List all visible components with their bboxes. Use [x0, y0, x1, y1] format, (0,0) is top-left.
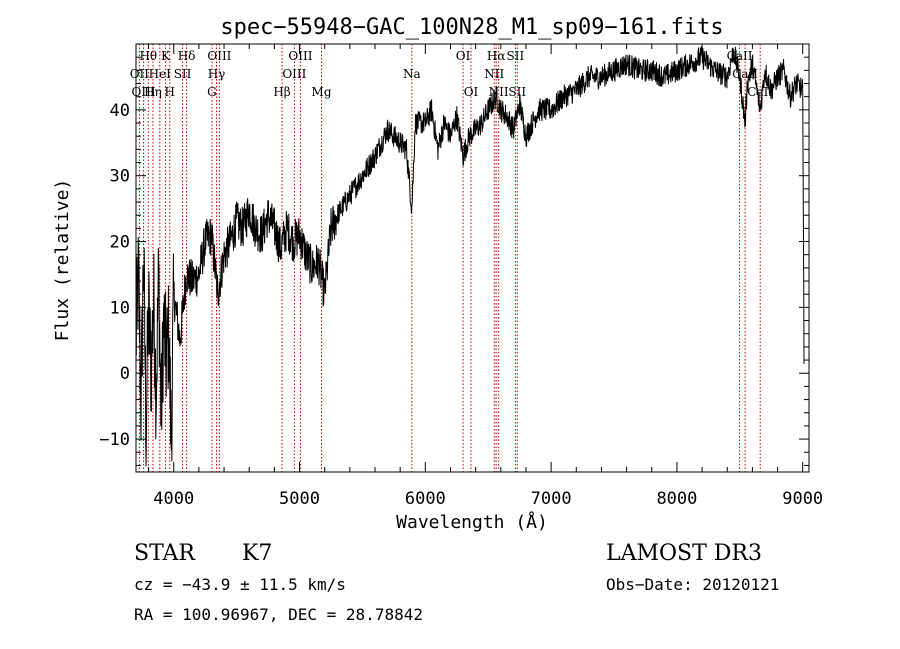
line-label-4: HeI: [149, 67, 172, 81]
line-label-12: Hβ: [273, 85, 290, 99]
line-label-8: Hδ: [178, 49, 196, 63]
axis-ticks: 4000 5000 6000 7000 8000 9000 −10 0 10 20 30 40: [99, 44, 823, 509]
line-label-19: NII: [484, 67, 504, 81]
spectrum-layer: [135, 46, 805, 467]
line-label-1: OII: [130, 67, 150, 81]
line-label-layer: HθOIIOIIIHηHeIKHSIIHδGHγOIIIHβOIIIOIIIMg…: [130, 49, 774, 99]
line-label-15: Mg: [312, 85, 332, 99]
y-tick-label-4: 30: [110, 167, 130, 187]
line-label-6: H: [164, 85, 174, 99]
x-tick-label-4: 8000: [656, 489, 697, 509]
y-tick-label-3: 20: [110, 233, 130, 253]
line-label-7: SII: [174, 67, 192, 81]
line-label-26: CaII: [747, 85, 773, 99]
survey-name: LAMOST DR3: [606, 541, 762, 566]
x-tick-label-2: 6000: [405, 489, 446, 509]
spectrum-line: [135, 46, 805, 467]
line-label-9: G: [207, 85, 217, 99]
line-label-23: SII: [508, 85, 526, 99]
obs-date: Obs−Date: 20120121: [606, 575, 779, 594]
y-axis-label: Flux (relative): [52, 179, 73, 342]
x-tick-label-1: 5000: [279, 489, 320, 509]
line-label-2: OIII: [132, 85, 156, 99]
line-label-21: NII: [489, 85, 509, 99]
object-class: STAR: [134, 541, 196, 566]
line-label-18: OI: [464, 85, 479, 99]
y-tick-label-1: 0: [120, 364, 130, 384]
line-label-20: Hα: [487, 49, 506, 63]
line-label-22: SII: [507, 49, 525, 63]
line-label-5: K: [161, 49, 171, 63]
line-label-0: Hθ: [139, 49, 157, 63]
line-label-25: CaII: [732, 67, 758, 81]
plot-frame: [135, 43, 810, 473]
redshift-readout: cz = −43.9 ± 11.5 km/s: [134, 575, 346, 594]
x-axis-label: Wavelength (Å): [396, 511, 548, 533]
object-subclass: K7: [242, 541, 272, 566]
line-label-10: Hγ: [208, 67, 226, 81]
line-label-24: CaII: [727, 49, 753, 63]
line-label-13: OIII: [282, 67, 306, 81]
line-label-16: Na: [403, 67, 421, 81]
coordinates: RA = 100.96967, DEC = 28.78842: [134, 605, 423, 624]
line-marker-layer: [138, 44, 761, 472]
line-label-14: OIII: [288, 49, 312, 63]
x-tick-label-3: 7000: [531, 489, 572, 509]
line-label-3: Hη: [144, 85, 162, 99]
y-tick-label-5: 40: [110, 101, 130, 121]
y-tick-label-0: −10: [99, 430, 130, 450]
line-label-11: OIII: [207, 49, 231, 63]
line-label-17: OI: [456, 49, 471, 63]
x-tick-label-0: 4000: [153, 489, 194, 509]
x-tick-label-5: 9000: [782, 489, 823, 509]
y-tick-label-2: 10: [110, 298, 130, 318]
chart-title: spec−55948−GAC_100N28_M1_sp09−161.fits: [220, 15, 723, 40]
